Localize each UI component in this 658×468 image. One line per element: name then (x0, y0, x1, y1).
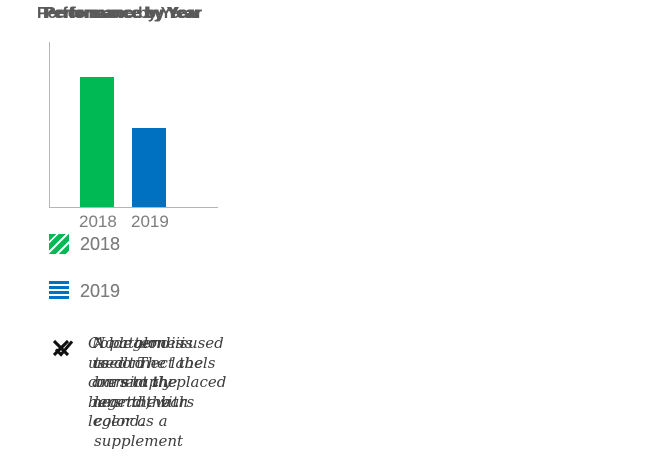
chart-title: Performance by Year (43, 5, 201, 22)
check-mark-icon (54, 340, 74, 357)
legend-swatch-2019-icon (49, 281, 69, 301)
bar-label-2019: 2019 (131, 212, 169, 231)
annotation-text: A pattern is used to connect the bars to… (94, 334, 224, 450)
legend-label: 2019 (80, 281, 121, 301)
chart-title: Performance by Year (37, 5, 195, 22)
plot-area (49, 42, 218, 208)
chart-title: Performance by Year (45, 5, 203, 22)
legend-swatch-2018-icon (49, 234, 69, 254)
annotation-text: Color alone is used to connect the bars … (88, 334, 193, 430)
annotation-text: No legend is used. The labels are simply… (92, 334, 227, 411)
bar-2018 (80, 77, 114, 207)
bar-label-2018: 2018 (79, 212, 117, 231)
legend-label: 2019 (80, 281, 121, 301)
x-mark-icon (52, 339, 70, 357)
legend-label: 2018 (80, 234, 121, 254)
legend-label: 2018 (80, 234, 121, 254)
chart-direct-labels: Performance by Year 2018 2019 No legend … (0, 0, 227, 468)
bar-2019 (132, 128, 166, 207)
